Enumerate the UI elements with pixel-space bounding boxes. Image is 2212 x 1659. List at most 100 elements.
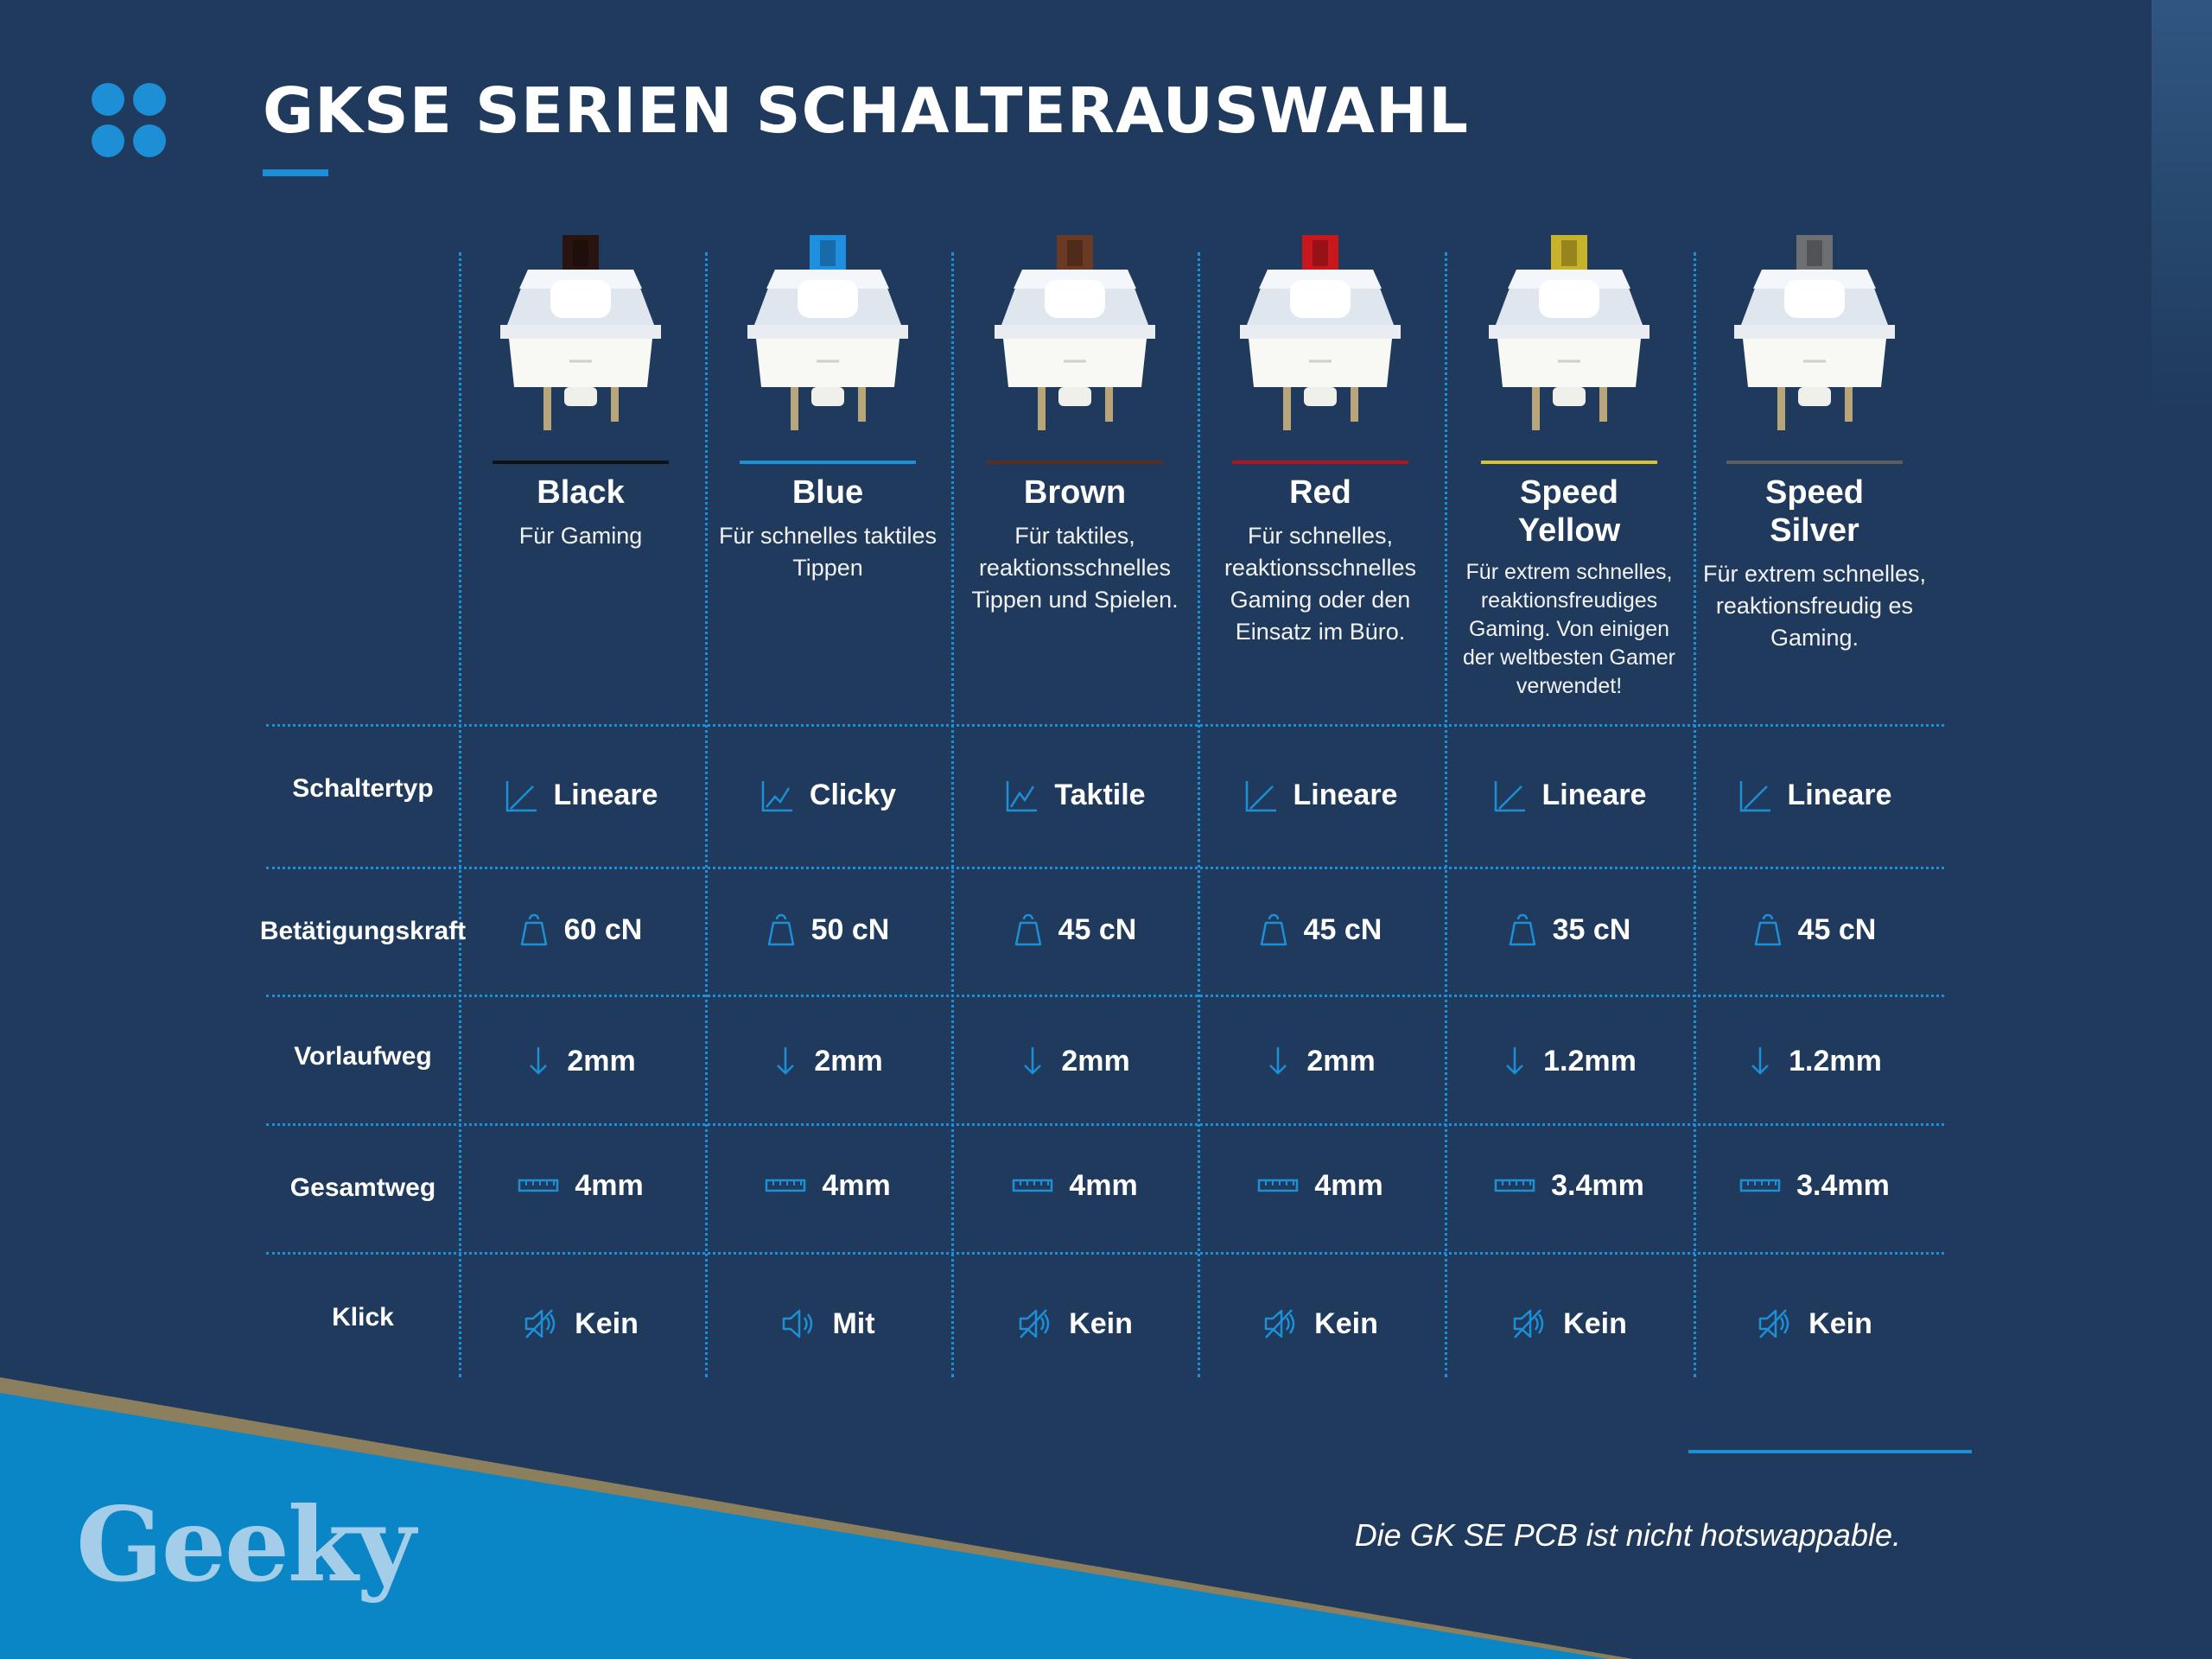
cell-value: 4mm bbox=[822, 1168, 891, 1202]
click-cell: Kein bbox=[1204, 1302, 1437, 1345]
weight-icon bbox=[519, 912, 564, 947]
row-divider bbox=[266, 995, 1944, 997]
cell-value: 2mm bbox=[1061, 1044, 1130, 1077]
key-switch-image bbox=[984, 235, 1166, 447]
row-label-total-travel: Gesamtweg bbox=[289, 1173, 436, 1202]
click-cell: Mit bbox=[711, 1302, 944, 1345]
linear-graph-icon bbox=[504, 778, 554, 812]
switch-name: Blue bbox=[791, 474, 864, 511]
cell-value: 35 cN bbox=[1552, 912, 1631, 946]
key-switch-image bbox=[1724, 235, 1905, 447]
switch-color-bar bbox=[1726, 461, 1903, 464]
cell-value: Mit bbox=[832, 1306, 875, 1340]
switch-type-cell: Clicky bbox=[711, 773, 944, 817]
row-divider bbox=[266, 724, 1944, 727]
band-fill bbox=[0, 1393, 1609, 1659]
pretravel-cell: 2mm bbox=[464, 1039, 697, 1083]
cell-value: Kein bbox=[1808, 1306, 1872, 1340]
speaker-muted-icon bbox=[1017, 1306, 1069, 1341]
switch-name: Red bbox=[1289, 474, 1351, 511]
cell-value: 45 cN bbox=[1797, 912, 1877, 946]
linear-graph-icon bbox=[1243, 778, 1294, 812]
cell-value: 60 cN bbox=[563, 912, 643, 946]
arrow-down-icon bbox=[1747, 1044, 1789, 1078]
column-divider bbox=[1445, 252, 1447, 1377]
click-cell: Kein bbox=[464, 1302, 697, 1345]
switch-description: Für extrem schnelles, reaktionsfreudig e… bbox=[1702, 561, 1927, 651]
linear-graph-icon bbox=[1738, 778, 1788, 812]
total-travel-cell: 3.4mm bbox=[1698, 1164, 1931, 1207]
switch-color-bar bbox=[1481, 461, 1657, 464]
row-divider bbox=[266, 1252, 1944, 1255]
cell-value: Taktile bbox=[1054, 778, 1146, 811]
total-travel-cell: 4mm bbox=[711, 1164, 944, 1207]
ruler-icon bbox=[1494, 1175, 1551, 1196]
pretravel-cell: 2mm bbox=[1204, 1039, 1437, 1083]
cell-value: 3.4mm bbox=[1796, 1168, 1890, 1202]
cell-value: Kein bbox=[1069, 1306, 1133, 1340]
weight-icon bbox=[1508, 912, 1553, 947]
speaker-muted-icon bbox=[1262, 1306, 1314, 1341]
column-divider bbox=[1694, 252, 1696, 1377]
switch-type-cell: Lineare bbox=[1452, 773, 1686, 817]
tactile-graph-icon bbox=[1004, 778, 1054, 812]
cell-value: 45 cN bbox=[1303, 912, 1382, 946]
weight-icon bbox=[1259, 912, 1304, 947]
footnote-text: Die GK SE PCB ist nicht hotswappable. bbox=[1354, 1517, 1901, 1553]
cell-value: 2mm bbox=[567, 1044, 636, 1077]
key-switch-image bbox=[1478, 235, 1660, 447]
cell-value: Clicky bbox=[809, 778, 897, 811]
switch-description: Für schnelles taktiles Tippen bbox=[718, 523, 938, 581]
actuation-force-cell: 50 cN bbox=[711, 908, 944, 951]
ruler-icon bbox=[765, 1175, 822, 1196]
switch-description: Für schnelles, reaktionsschnelles Gaming… bbox=[1224, 523, 1417, 645]
actuation-force-cell: 45 cN bbox=[958, 908, 1192, 951]
total-travel-cell: 4mm bbox=[958, 1164, 1192, 1207]
switch-name: Speed Yellow bbox=[1517, 474, 1621, 549]
actuation-force-cell: 45 cN bbox=[1698, 908, 1931, 951]
row-divider bbox=[266, 867, 1944, 869]
pretravel-cell: 2mm bbox=[958, 1039, 1192, 1083]
actuation-force-cell: 60 cN bbox=[464, 908, 697, 951]
switch-type-cell: Lineare bbox=[1698, 773, 1931, 817]
switch-type-cell: Lineare bbox=[464, 773, 697, 817]
weight-icon bbox=[766, 912, 811, 947]
clicky-graph-icon bbox=[760, 778, 810, 812]
switch-type-cell: Lineare bbox=[1204, 773, 1437, 817]
click-cell: Kein bbox=[958, 1302, 1192, 1345]
ruler-icon bbox=[1257, 1175, 1314, 1196]
arrow-down-icon bbox=[772, 1044, 814, 1078]
pretravel-cell: 2mm bbox=[711, 1039, 944, 1083]
cell-value: 45 cN bbox=[1058, 912, 1137, 946]
speaker-muted-icon bbox=[1757, 1306, 1808, 1341]
cell-value: Kein bbox=[1563, 1306, 1627, 1340]
cell-value: Kein bbox=[1314, 1306, 1378, 1340]
ruler-icon bbox=[518, 1175, 575, 1196]
click-cell: Kein bbox=[1452, 1302, 1686, 1345]
row-label-pretravel: Vorlaufweg bbox=[294, 1042, 432, 1071]
pretravel-cell: 1.2mm bbox=[1698, 1039, 1931, 1083]
switch-description: Für Gaming bbox=[518, 523, 643, 549]
total-travel-cell: 3.4mm bbox=[1452, 1164, 1686, 1207]
cell-value: 2mm bbox=[1306, 1044, 1376, 1077]
linear-graph-icon bbox=[1492, 778, 1542, 812]
cell-value: 1.2mm bbox=[1543, 1044, 1637, 1077]
arrow-down-icon bbox=[1502, 1044, 1543, 1078]
weight-icon bbox=[1753, 912, 1798, 947]
switch-color-bar bbox=[740, 461, 916, 464]
column-divider bbox=[1198, 252, 1200, 1377]
switch-color-bar bbox=[493, 461, 669, 464]
cell-value: 3.4mm bbox=[1551, 1168, 1644, 1202]
cell-value: Lineare bbox=[553, 778, 658, 811]
decorative-glow bbox=[2152, 0, 2212, 415]
total-travel-cell: 4mm bbox=[464, 1164, 697, 1207]
grid-dots-icon bbox=[92, 83, 168, 159]
switch-description: Für extrem schnelles, reaktionsfreudiges… bbox=[1463, 560, 1675, 698]
actuation-force-cell: 35 cN bbox=[1452, 908, 1686, 951]
speaker-sound-icon bbox=[780, 1306, 832, 1341]
row-label-switch-type: Schaltertyp bbox=[292, 774, 434, 803]
switch-name: Brown bbox=[1023, 474, 1127, 511]
title-underline bbox=[263, 169, 328, 176]
